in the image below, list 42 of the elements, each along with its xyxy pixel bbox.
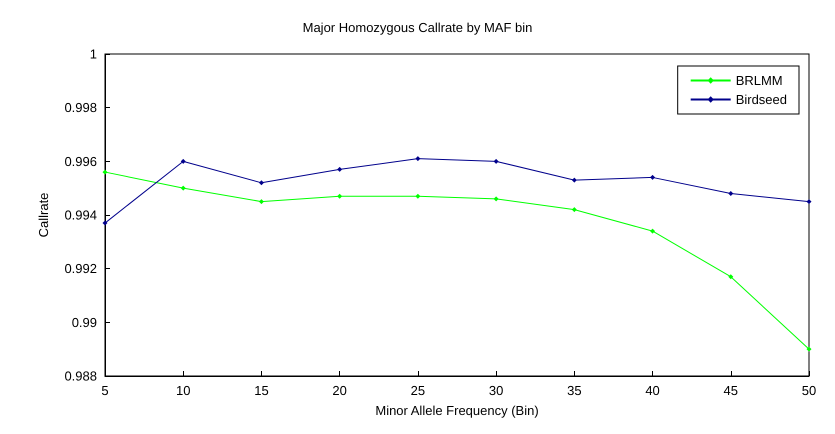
x-tick-label: 40 — [645, 383, 660, 398]
point — [728, 191, 734, 196]
point — [102, 220, 108, 226]
y-tick-label: 0.99 — [72, 314, 97, 330]
point — [415, 194, 420, 199]
point — [337, 166, 342, 172]
x-tick-label: 15 — [254, 383, 269, 398]
x-tick-label: 5 — [101, 383, 109, 398]
point — [494, 158, 499, 164]
point — [728, 274, 734, 280]
point — [494, 196, 499, 202]
point — [806, 199, 812, 204]
y-tick-label: 0.992 — [64, 261, 97, 276]
point — [258, 180, 264, 186]
y-tick-label: 0.988 — [64, 368, 97, 384]
y-axis-title: Callrate — [36, 192, 51, 238]
point — [650, 174, 656, 180]
x-tick-label: 25 — [410, 383, 426, 398]
legend-label: BRLMM — [736, 73, 783, 88]
y-tick-label: 0.996 — [64, 154, 97, 169]
x-tick-label: 45 — [724, 383, 738, 398]
x-tick-label: 30 — [488, 383, 504, 398]
x-tick-label: 10 — [176, 383, 190, 398]
y-tick-label: 0.998 — [64, 100, 97, 116]
point — [258, 199, 264, 204]
point — [650, 228, 656, 234]
y-tick-label: 0.994 — [64, 208, 97, 222]
point — [806, 346, 812, 352]
point — [102, 170, 108, 175]
chart-title: Major Homozygous Callrate by MAF bin — [302, 20, 532, 35]
point — [180, 186, 186, 191]
x-tick-label: 50 — [802, 383, 816, 398]
y-tick-label: 1 — [90, 46, 97, 62]
x-tick-label: 35 — [567, 383, 582, 398]
point — [572, 178, 577, 183]
point — [572, 207, 577, 212]
point — [415, 156, 420, 162]
legend-label: Birdseed — [736, 92, 788, 107]
point — [180, 158, 186, 164]
x-tick-label: 20 — [332, 383, 347, 398]
point — [337, 194, 342, 199]
x-axis-title: Minor Allele Frequency (Bin) — [375, 403, 539, 418]
